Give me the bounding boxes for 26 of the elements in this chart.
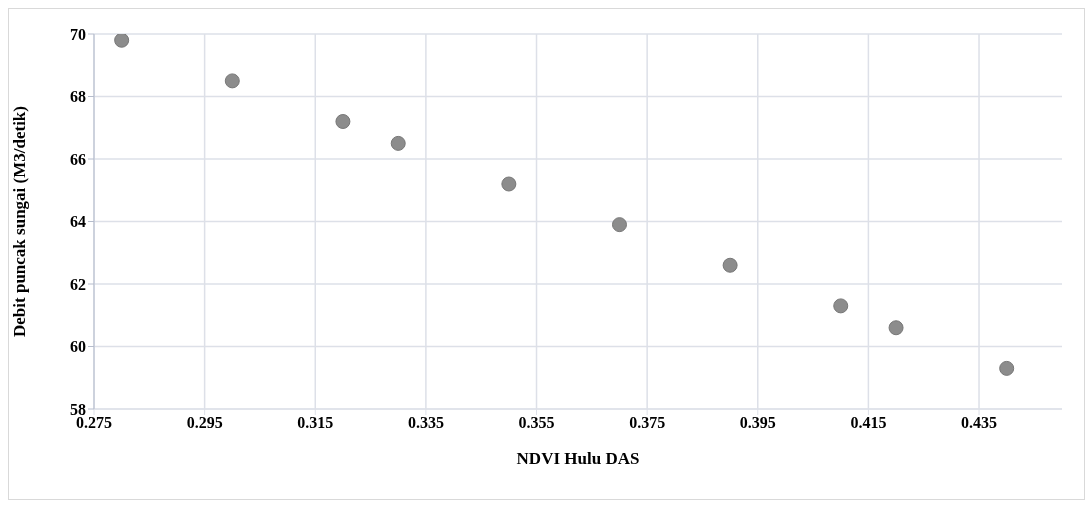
y-tick-label: 60 xyxy=(70,338,86,356)
point xyxy=(611,217,627,233)
y-tick-label: 62 xyxy=(70,275,86,293)
point xyxy=(501,176,517,192)
point xyxy=(888,320,904,336)
point xyxy=(224,73,240,89)
point xyxy=(833,298,849,314)
y-axis-title: Debit puncak sungai (M3/detik) xyxy=(10,106,30,337)
x-tick-label: 0.315 xyxy=(297,414,334,432)
x-tick-label: 0.355 xyxy=(518,414,555,432)
y-tick-label: 66 xyxy=(70,150,86,168)
y-tick-label: 64 xyxy=(70,213,86,231)
x-tick-label: 0.415 xyxy=(850,414,887,432)
y-tick-label: 68 xyxy=(70,88,86,106)
x-tick-label: 0.335 xyxy=(407,414,444,432)
x-tick-label: 0.395 xyxy=(739,414,776,432)
x-axis-title: NDVI Hulu DAS xyxy=(516,449,640,468)
x-tick-label: 0.435 xyxy=(961,414,998,432)
point xyxy=(999,360,1015,376)
point xyxy=(114,34,130,48)
y-tick-label: 70 xyxy=(70,25,86,43)
x-tick-label: 0.295 xyxy=(186,414,223,432)
point xyxy=(722,257,738,273)
point xyxy=(335,114,351,129)
x-tick-label: 0.375 xyxy=(629,414,666,432)
point xyxy=(390,135,406,151)
